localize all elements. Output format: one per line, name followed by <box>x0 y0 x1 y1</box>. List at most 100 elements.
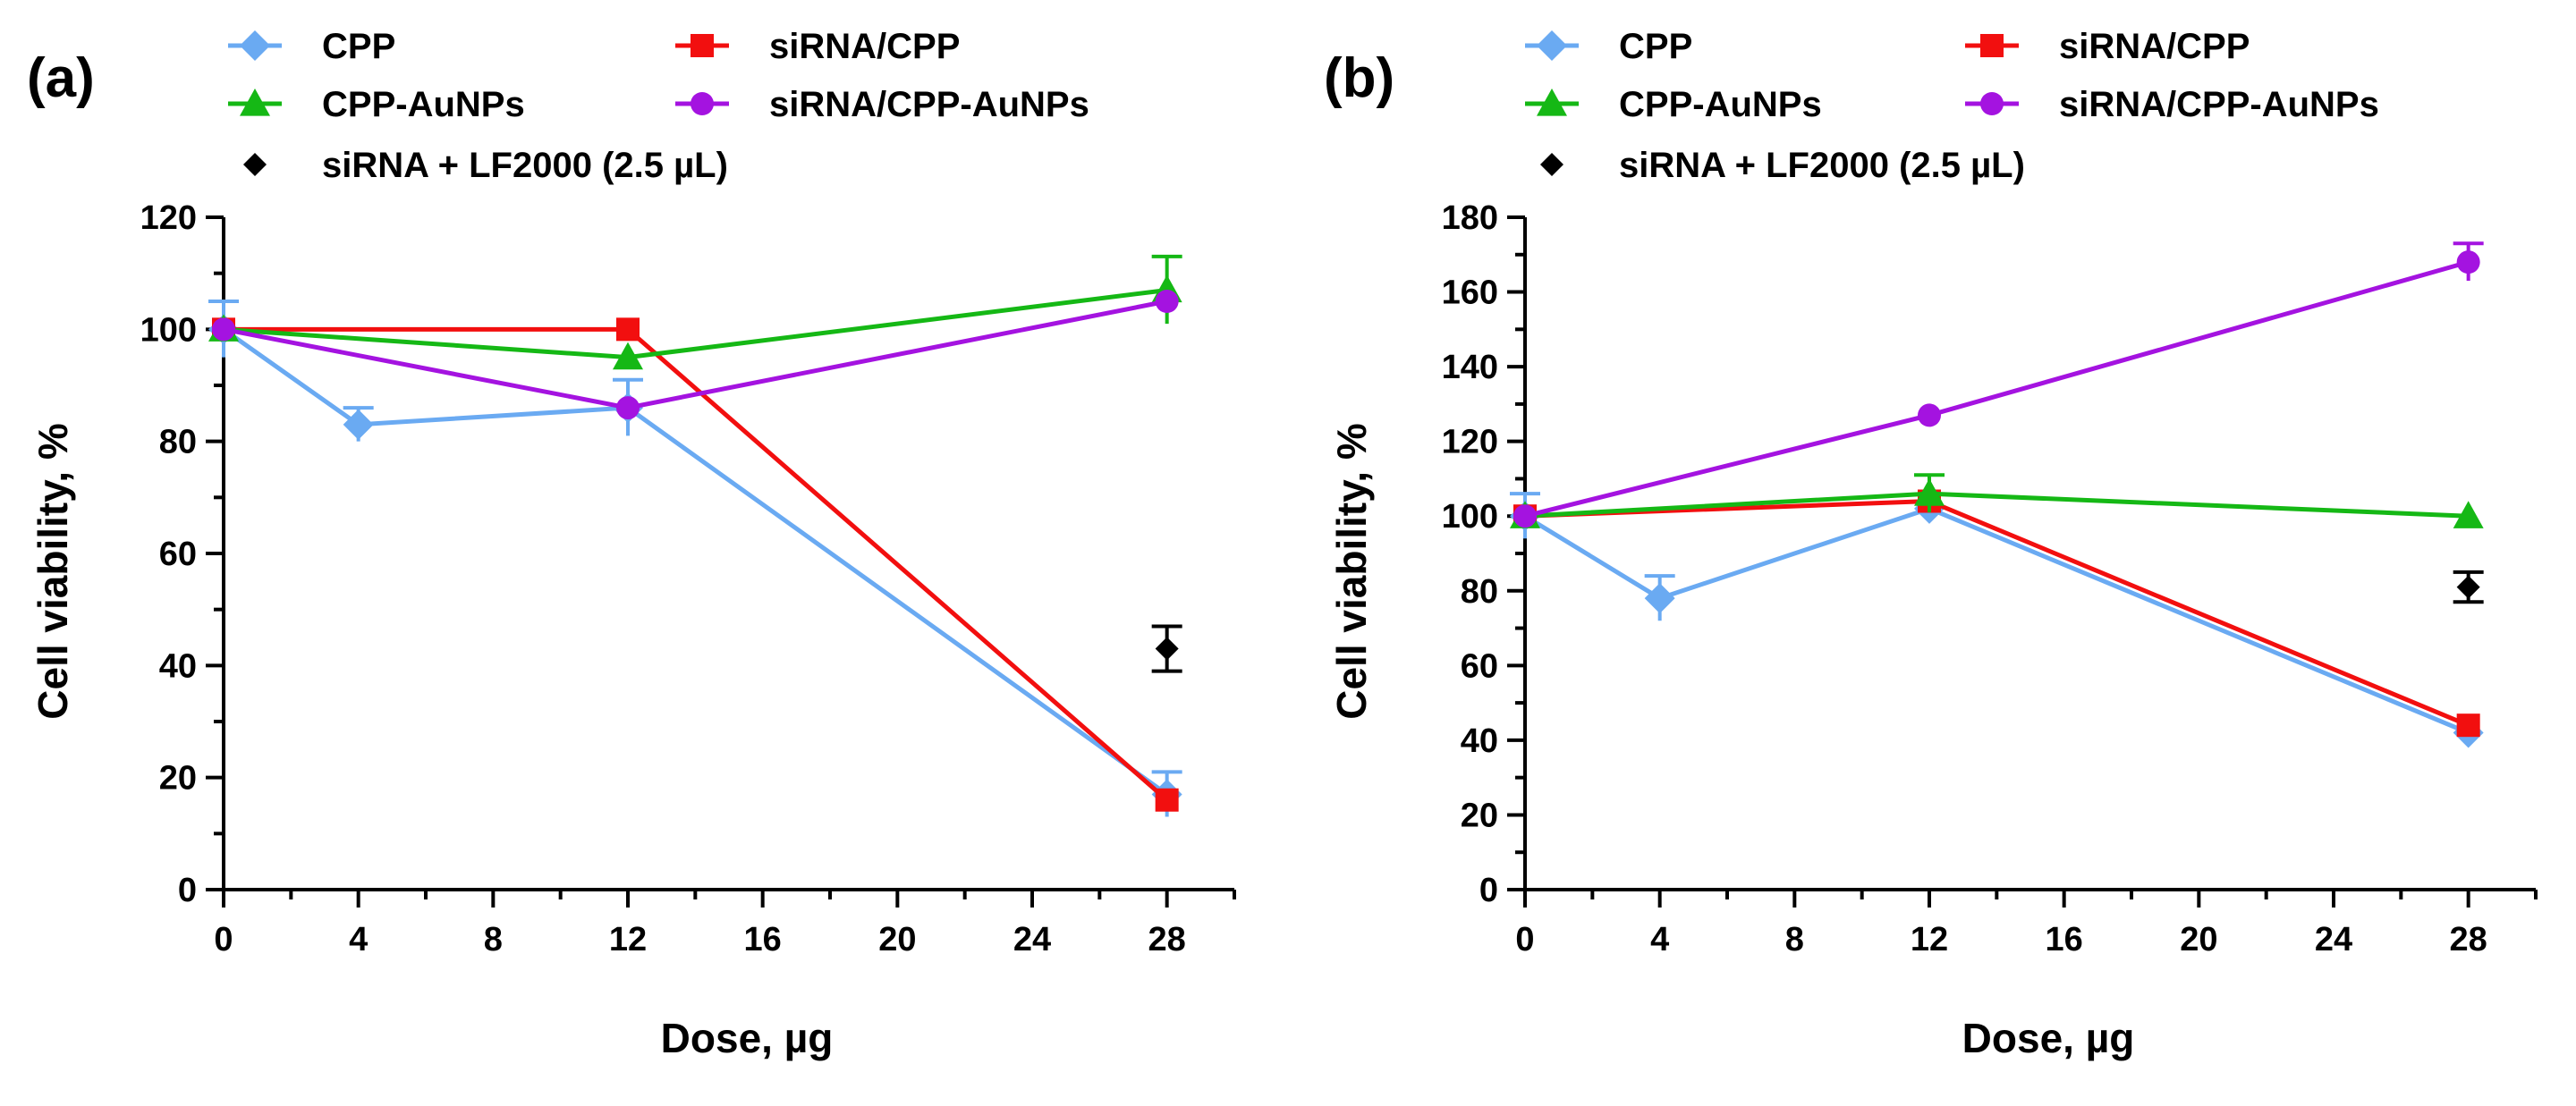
legend-label: CPP-AuNPs <box>1619 85 1822 124</box>
legend-label: siRNA + LF2000 (2.5 µL) <box>322 146 728 185</box>
legend-marker <box>691 92 714 115</box>
y-tick-label: 60 <box>159 536 197 573</box>
x-tick-label: 20 <box>2180 921 2217 958</box>
panel-label: (b) <box>1324 47 1394 109</box>
data-point-sirna-cpp-aunps <box>2456 250 2480 274</box>
legend-marker <box>1537 89 1567 116</box>
y-tick-label: 80 <box>1461 573 1498 611</box>
x-axis-title: Dose, µg <box>1962 1015 2135 1061</box>
legend-item-sirna-cpp: siRNA/CPP <box>1965 27 2250 66</box>
series-sirna-lf2000-2-5-l <box>2453 570 2484 604</box>
legend-marker <box>240 30 270 61</box>
x-axis-title: Dose, µg <box>661 1015 834 1061</box>
series-line-sirna-cpp-aunps <box>223 299 1168 410</box>
legend-label: siRNA + LF2000 (2.5 µL) <box>1619 146 2025 185</box>
y-tick-label: 20 <box>1461 797 1498 834</box>
legend-item-sirna-lf2000-2-5-l: siRNA + LF2000 (2.5 µL) <box>1540 146 2025 185</box>
y-tick-label: 0 <box>178 872 197 909</box>
y-axis-title: Cell viability, % <box>1328 423 1375 719</box>
data-point-cpp-aunps <box>613 342 643 370</box>
data-point-cpp <box>1644 583 1675 614</box>
legend-label: siRNA/CPP-AuNPs <box>2059 85 2379 124</box>
series-line-sirna-cpp-aunps <box>1524 259 2470 519</box>
x-tick-label: 0 <box>214 921 233 958</box>
x-tick-label: 4 <box>1650 921 1669 958</box>
legend-label: CPP <box>322 27 395 66</box>
legend: CPP siRNA/CPP CPP-AuNPs siRNA/CPP-AuNPs siRN… <box>228 27 1089 185</box>
y-axis-title: Cell viability, % <box>30 423 76 719</box>
x-tick-label: 16 <box>744 921 782 958</box>
x-tick-label: 28 <box>2450 921 2487 958</box>
series-line-cpp-aunps <box>223 287 1167 360</box>
legend-item-sirna-cpp: siRNA/CPP <box>675 27 960 66</box>
x-tick-label: 20 <box>878 921 916 958</box>
legend-marker <box>1980 34 2004 57</box>
chart-panel-b: (b) 0 20 40 60 80 100 120 140 160 180 0 4 8 12 16 20 24 28… <box>1324 27 2538 1061</box>
legend-item-cpp-aunps: CPP-AuNPs <box>228 85 525 124</box>
legend-label: siRNA/CPP <box>2059 27 2250 66</box>
legend-marker <box>691 34 714 57</box>
y-tick-label: 120 <box>1442 424 1498 461</box>
x-tick-label: 4 <box>349 921 368 958</box>
legend-item-sirna-lf2000-2-5-l: siRNA + LF2000 (2.5 µL) <box>243 146 728 185</box>
y-tick-label: 160 <box>1442 274 1498 312</box>
data-point-sirna-cpp <box>2456 713 2480 738</box>
x-tick-label: 8 <box>1785 921 1804 958</box>
series-line-sirna-cpp <box>224 326 1169 802</box>
x-tick-label: 16 <box>2046 921 2083 958</box>
legend-label: CPP-AuNPs <box>322 85 525 124</box>
data-point-cpp <box>343 409 374 440</box>
data-point-sirna-cpp <box>616 317 640 342</box>
series-cpp <box>208 300 1182 817</box>
series-line-cpp <box>1523 506 2470 735</box>
data-point-sirna-cpp <box>1155 788 1179 812</box>
legend-item-sirna-cpp-aunps: siRNA/CPP-AuNPs <box>675 85 1089 124</box>
y-tick-label: 180 <box>1442 199 1498 237</box>
y-tick-label: 140 <box>1442 349 1498 386</box>
x-tick-label: 12 <box>609 921 647 958</box>
series-cpp <box>1510 492 2484 748</box>
legend-item-sirna-cpp-aunps: siRNA/CPP-AuNPs <box>1965 85 2379 124</box>
legend-label: CPP <box>1619 27 1692 66</box>
data-point-sirna-cpp-aunps <box>212 317 235 342</box>
legend-marker <box>243 153 267 176</box>
series-sirna-cpp <box>212 317 1179 812</box>
data-point-sirna-cpp-aunps <box>1155 290 1179 313</box>
legend-marker <box>240 89 270 116</box>
data-point-sirna-lf2000-2-5-l <box>2456 575 2480 599</box>
panel-label: (a) <box>27 47 95 109</box>
x-tick-label: 24 <box>2315 921 2352 958</box>
x-tick-label: 0 <box>1515 921 1534 958</box>
x-tick-label: 28 <box>1148 921 1186 958</box>
data-point-cpp-aunps <box>2453 501 2484 528</box>
legend-item-cpp-aunps: CPP-AuNPs <box>1525 85 1822 124</box>
y-tick-label: 100 <box>1442 498 1498 536</box>
data-point-sirna-cpp-aunps <box>616 396 640 420</box>
y-tick-label: 100 <box>140 311 197 349</box>
chart-panel-a: (a) 0 20 40 60 80 100 120 0 4 8 12 16 20 24 28 Dose, µg C… <box>27 27 1236 1061</box>
y-tick-label: 0 <box>1479 872 1498 909</box>
legend-label: siRNA/CPP <box>769 27 960 66</box>
data-point-sirna-lf2000-2-5-l <box>1155 637 1179 661</box>
legend-marker <box>1980 92 2004 115</box>
series-sirna-cpp-aunps <box>212 290 1179 420</box>
x-tick-label: 8 <box>484 921 503 958</box>
data-point-sirna-cpp-aunps <box>1918 403 1941 427</box>
x-tick-label: 12 <box>1911 921 1948 958</box>
data-point-sirna-cpp-aunps <box>1513 504 1537 528</box>
y-tick-label: 80 <box>159 424 197 461</box>
series-sirna-cpp-aunps <box>1513 241 2484 528</box>
legend-item-cpp: CPP <box>1525 27 1692 66</box>
series-line-cpp <box>222 327 1169 797</box>
data-point-cpp-aunps <box>1914 478 1945 506</box>
x-tick-label: 24 <box>1013 921 1051 958</box>
legend-marker <box>1540 153 1563 176</box>
legend-item-cpp: CPP <box>228 27 395 66</box>
series-sirna-lf2000-2-5-l <box>1151 624 1182 673</box>
legend-marker <box>1537 30 1567 61</box>
y-tick-label: 120 <box>140 199 197 237</box>
y-tick-label: 60 <box>1461 647 1498 685</box>
y-tick-label: 20 <box>159 760 197 798</box>
y-tick-label: 40 <box>1461 722 1498 760</box>
